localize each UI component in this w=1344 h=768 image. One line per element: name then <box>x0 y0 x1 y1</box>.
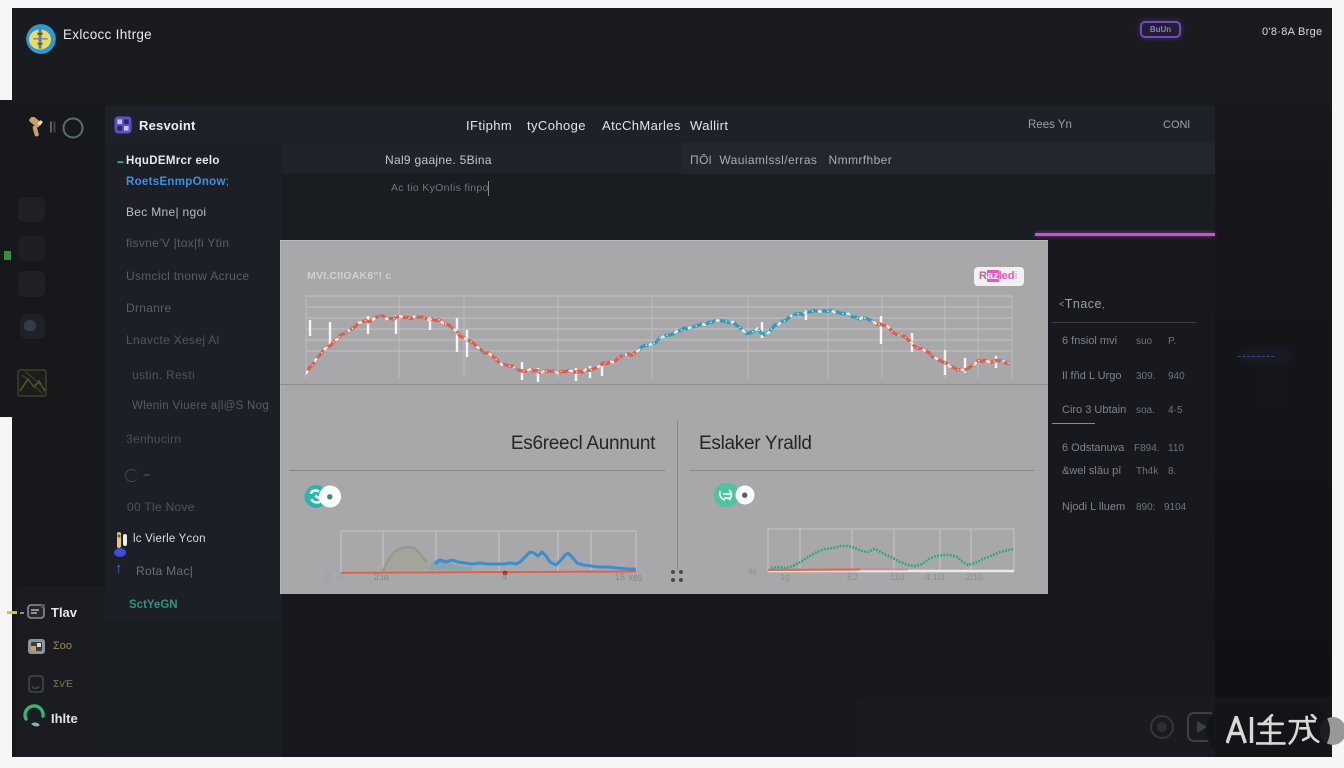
svg-text:2:ia: 2:ia <box>374 572 389 582</box>
svg-text:4: 4 <box>502 572 507 582</box>
svg-text:4 1i3: 4 1i3 <box>925 572 945 582</box>
svg-text:1g: 1g <box>780 572 790 582</box>
svg-text:E2: E2 <box>847 572 858 582</box>
svg-text:X69: X69 <box>628 574 643 583</box>
svg-text:io: io <box>336 574 343 583</box>
svg-text:8: 8 <box>324 569 331 584</box>
svg-text:15: 15 <box>615 572 625 582</box>
svg-text:4s: 4s <box>748 567 756 576</box>
svg-text:2i10: 2i10 <box>966 572 983 582</box>
svg-text:110: 110 <box>890 572 904 582</box>
